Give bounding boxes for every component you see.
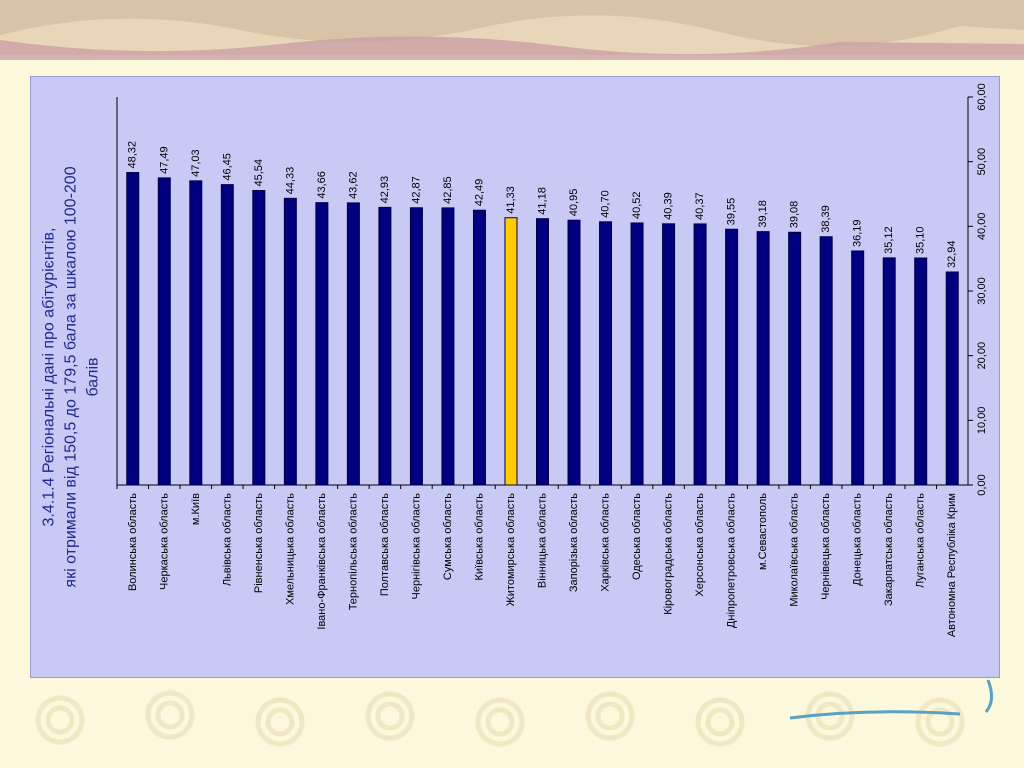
value-label: 38,39	[820, 205, 832, 233]
category-label: м.Севастополь	[757, 493, 769, 570]
y-tick-label: 0,00	[976, 474, 988, 495]
value-label: 40,52	[631, 191, 643, 219]
value-label: 35,12	[883, 226, 895, 254]
value-label: 43,62	[347, 171, 359, 199]
bar	[819, 236, 833, 486]
bar	[788, 231, 802, 486]
category-label: Житомирська область	[505, 493, 517, 607]
category-label: Харківська область	[600, 493, 612, 592]
value-label: 32,94	[946, 240, 958, 268]
bar	[252, 190, 266, 486]
bar	[756, 231, 770, 486]
category-label: Дніпропетровська область	[726, 493, 738, 628]
category-label: Херсонська область	[694, 493, 706, 597]
value-label: 42,87	[410, 176, 422, 204]
category-label: Полтавська область	[379, 493, 391, 596]
value-label: 39,08	[789, 201, 801, 229]
category-label: Київська область	[473, 493, 485, 581]
value-label: 42,49	[473, 179, 485, 207]
category-label: Тернопільська область	[347, 493, 359, 611]
chart-title-line: балів	[84, 357, 101, 396]
bar	[472, 209, 486, 486]
bar	[409, 207, 423, 486]
bar	[851, 250, 865, 486]
value-label: 42,85	[442, 176, 454, 204]
bar	[283, 197, 297, 486]
chart-panel: 3.4.1.4 Регіональні дані про абітурієнті…	[30, 76, 1000, 678]
bar-chart: 3.4.1.4 Регіональні дані про абітурієнті…	[40, 83, 988, 637]
value-label: 46,45	[221, 153, 233, 181]
bar	[441, 207, 455, 486]
y-tick-label: 30,00	[976, 277, 988, 305]
chart-title-line: які отримали від 150,5 до 179,5 бала за …	[62, 166, 79, 587]
value-label: 47,49	[158, 146, 170, 174]
bar	[662, 223, 676, 486]
bar	[315, 202, 329, 486]
category-label: Вінницька область	[537, 493, 549, 588]
bar	[945, 271, 959, 486]
category-label: Донецька область	[852, 493, 864, 586]
category-label: Луганська область	[915, 493, 927, 588]
category-label: Львівська область	[221, 493, 233, 586]
category-label: Миколаївська область	[789, 493, 801, 607]
value-label: 41,18	[537, 187, 549, 215]
value-label: 41,33	[505, 186, 517, 214]
category-label: Закарпатська область	[883, 493, 895, 606]
bar	[693, 223, 707, 486]
bar	[378, 206, 392, 486]
y-tick-label: 10,00	[976, 407, 988, 435]
bar	[914, 257, 928, 486]
category-label: Кіровоградська область	[663, 493, 675, 615]
y-tick-label: 50,00	[976, 148, 988, 176]
category-label: Запорізька область	[568, 493, 580, 592]
category-label: Одеська область	[631, 493, 643, 580]
category-label: Івано-Франківська область	[316, 493, 328, 630]
bar	[567, 219, 581, 486]
value-label: 39,55	[726, 198, 738, 226]
value-label: 43,66	[316, 171, 328, 199]
category-label: Хмельницька область	[284, 493, 296, 605]
bar	[536, 218, 549, 486]
category-label: Автономна Республіка Крим	[946, 493, 958, 637]
chart-title-line: 3.4.1.4 Регіональні дані про абітурієнті…	[40, 228, 57, 527]
value-label: 39,18	[757, 200, 769, 228]
chart-labels: 48,32 Волинська область 47,49 Черкаська обл…	[127, 141, 958, 637]
category-label: Чернівецька область	[820, 493, 832, 600]
value-label: 40,39	[663, 192, 675, 220]
y-tick-label: 20,00	[976, 342, 988, 370]
value-label: 35,10	[915, 226, 927, 254]
value-label: 40,70	[600, 190, 612, 218]
value-label: 47,03	[190, 149, 202, 177]
category-label: Волинська область	[127, 493, 139, 591]
bar	[599, 221, 613, 486]
chart-title: 3.4.1.4 Регіональні дані про абітурієнті…	[40, 166, 101, 587]
bar	[630, 222, 644, 486]
value-label: 45,54	[253, 159, 265, 187]
y-tick-label: 60,00	[976, 83, 988, 111]
bar	[504, 217, 518, 486]
value-label: 48,32	[127, 141, 139, 169]
chart-bars	[126, 172, 959, 486]
bar	[882, 257, 896, 486]
category-label: Сумська область	[442, 493, 454, 580]
value-label: 40,37	[694, 192, 706, 220]
value-label: 36,19	[852, 219, 864, 247]
bar	[157, 177, 171, 486]
bar	[126, 172, 140, 486]
category-label: Черкаська область	[158, 493, 170, 590]
category-label: м.Київ	[190, 493, 202, 525]
value-label: 40,95	[568, 189, 580, 217]
y-tick-label: 40,00	[976, 213, 988, 241]
bar	[346, 202, 360, 486]
category-label: Чернігівська область	[410, 493, 422, 600]
value-label: 42,93	[379, 176, 391, 204]
bar	[220, 184, 234, 486]
category-label: Рівненська область	[253, 493, 265, 593]
bar	[725, 228, 739, 486]
value-label: 44,33	[284, 167, 296, 195]
bar	[189, 180, 203, 486]
